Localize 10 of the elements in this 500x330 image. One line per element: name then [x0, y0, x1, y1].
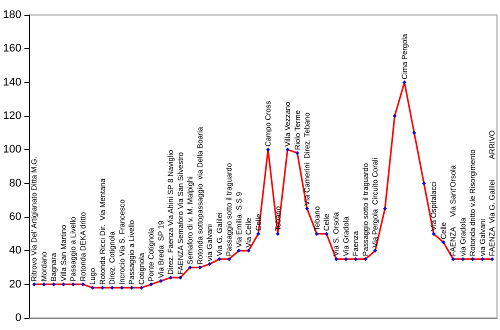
y-tick-label: 40: [9, 244, 22, 257]
y-tick-label: 140: [2, 76, 22, 88]
y-tick-label: 100: [2, 144, 22, 156]
y-tick-label: 0: [15, 312, 22, 324]
y-tick-label: 80: [9, 177, 22, 190]
y-tick-label: 60: [9, 211, 22, 223]
y-tick-label: 180: [2, 9, 22, 21]
y-tick-label: 20: [9, 278, 22, 290]
y-tick-label: 120: [2, 110, 22, 122]
y-tick-label: 160: [2, 42, 22, 55]
